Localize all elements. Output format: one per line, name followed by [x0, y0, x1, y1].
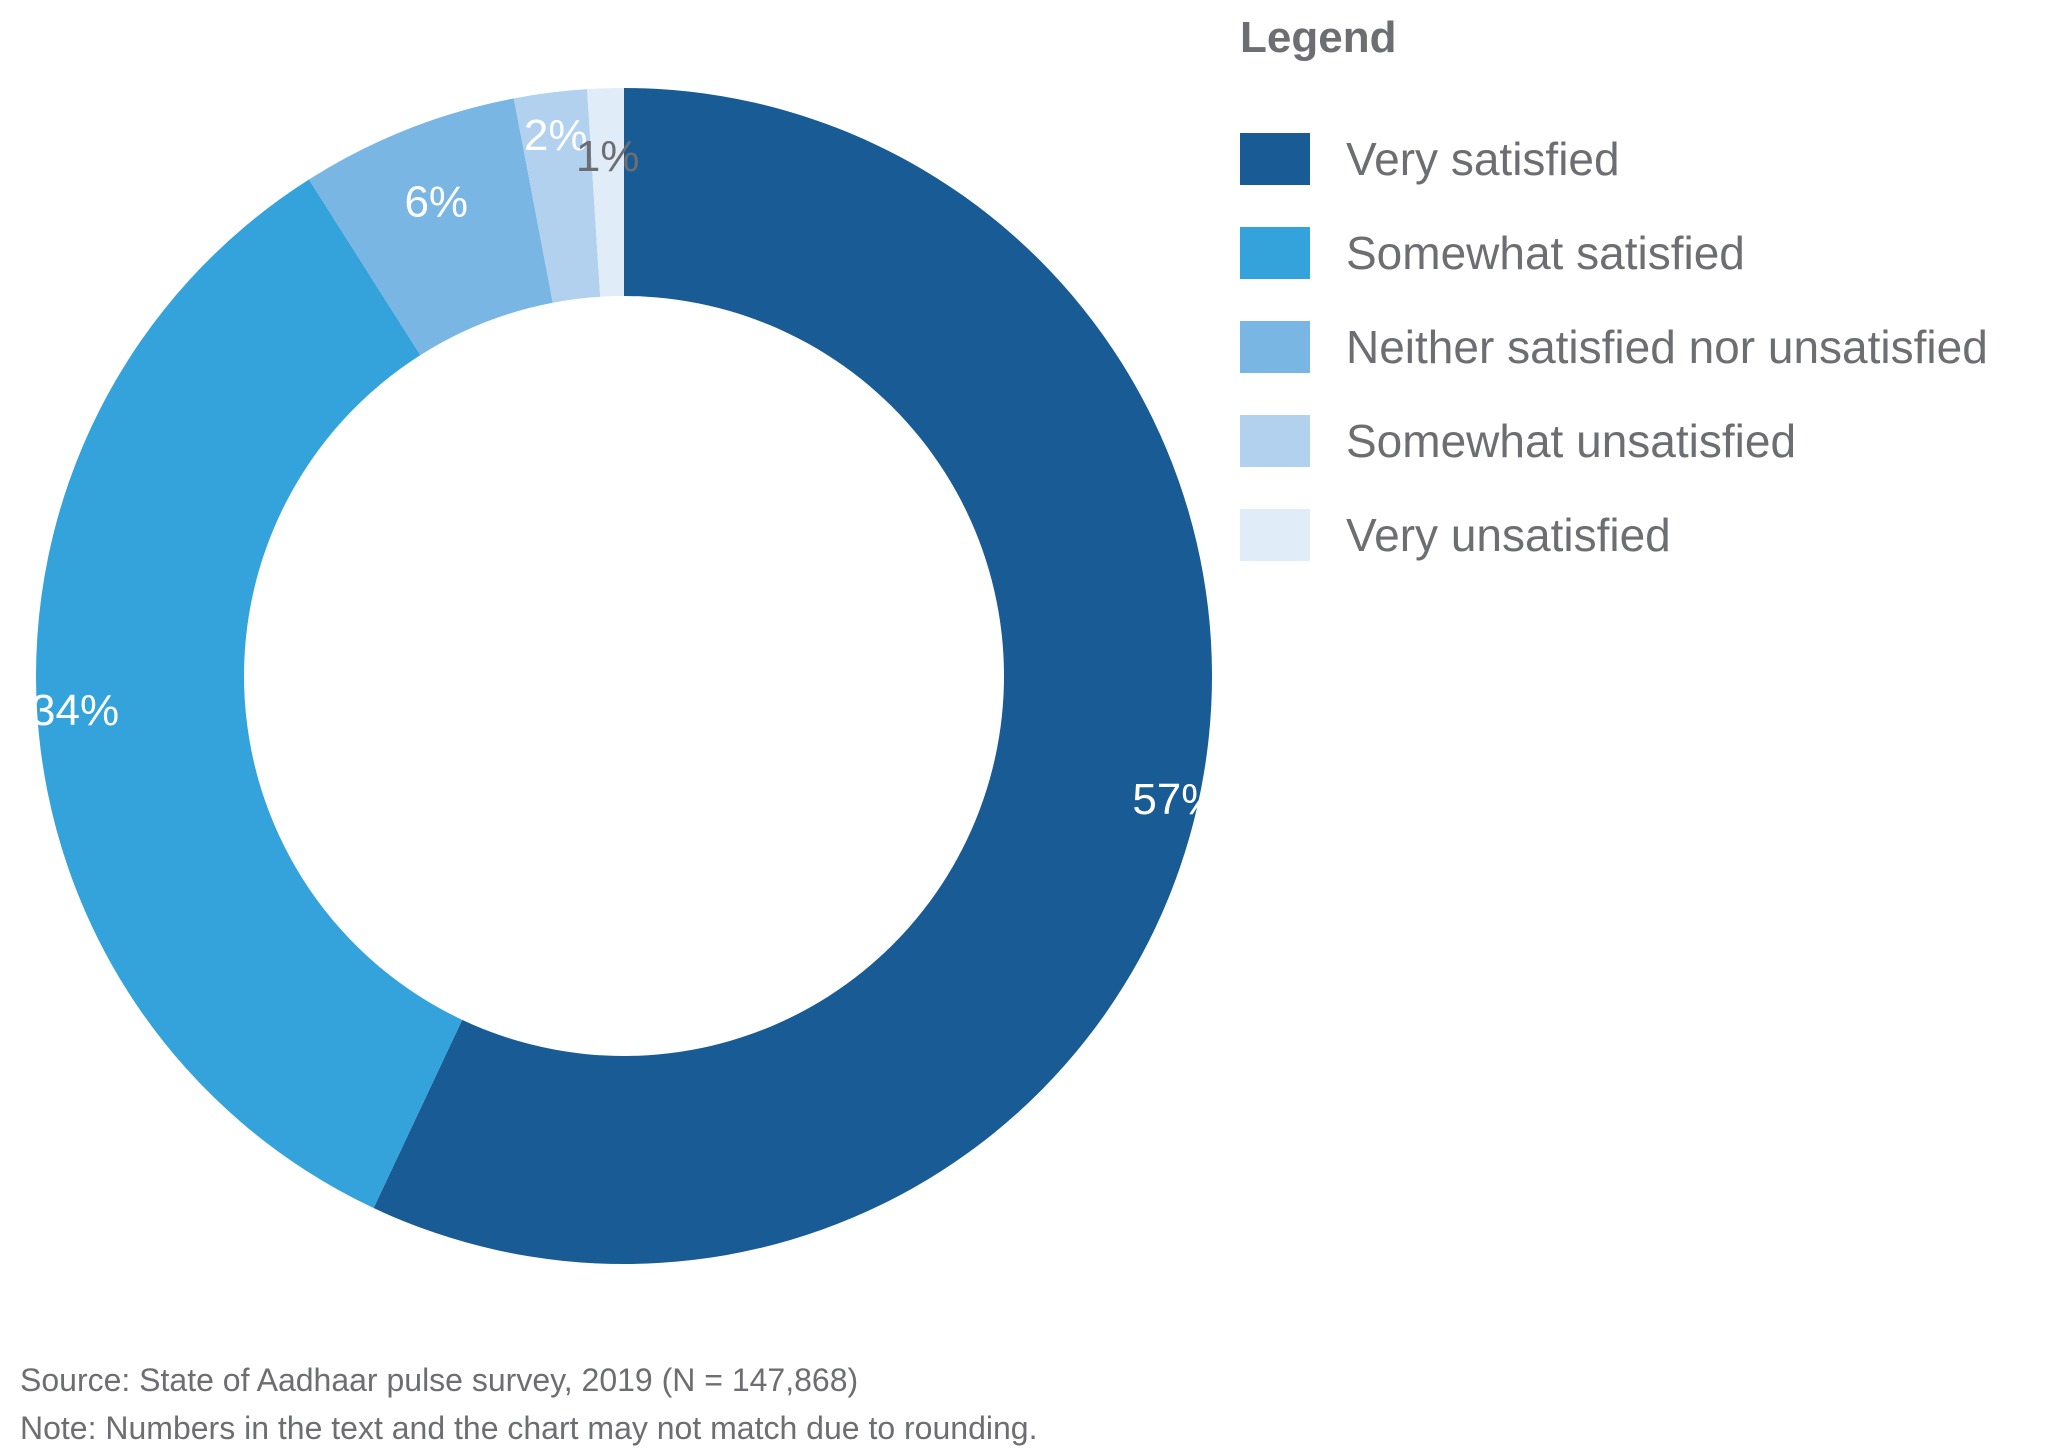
slice-very-satisfied — [373, 88, 1212, 1264]
slice-neither-satisfied-nor-unsatisfied — [308, 98, 553, 356]
legend-label: Somewhat unsatisfied — [1346, 415, 1797, 467]
legend: Legend Very satisfied Somewhat satisfied N… — [1240, 8, 2040, 582]
slice-label-somewhat-satisfied: 34% — [31, 686, 119, 735]
legend-label: Neither satisfied nor unsatisfied — [1346, 321, 1988, 373]
legend-label: Somewhat satisfied — [1346, 227, 1745, 279]
legend-swatch — [1240, 415, 1310, 467]
slice-label-very-satisfied: 57% — [1132, 775, 1220, 824]
slice-somewhat-unsatisfied — [513, 89, 601, 303]
legend-item-neither-satisfied-nor-unsatisfied: Neither satisfied nor unsatisfied — [1240, 300, 2040, 394]
donut-slices — [35, 88, 1212, 1264]
legend-swatch — [1240, 321, 1310, 373]
legend-title: Legend — [1240, 13, 1397, 62]
donut-chart: 57% 34% 6% 2%1% — [31, 88, 1220, 1264]
slice-very-unsatisfied — [587, 88, 624, 297]
legend-label: Very unsatisfied — [1346, 509, 1671, 561]
legend-label: Very satisfied — [1346, 133, 1620, 185]
source-note: Source: State of Aadhaar pulse survey, 2… — [20, 1362, 859, 1398]
legend-item-very-satisfied: Very satisfied — [1240, 112, 2040, 206]
legend-item-somewhat-satisfied: Somewhat satisfied — [1240, 206, 2040, 300]
legend-item-somewhat-unsatisfied: Somewhat unsatisfied — [1240, 394, 2040, 488]
legend-items: Very satisfied Somewhat satisfied Neither … — [1240, 112, 2040, 582]
legend-swatch — [1240, 133, 1310, 185]
slice-somewhat-satisfied — [35, 179, 463, 1209]
legend-item-very-unsatisfied: Very unsatisfied — [1240, 488, 2040, 582]
slice-labels: 57% 34% 6% 2%1% — [31, 111, 1220, 824]
slice-label-neither-satisfied-nor-unsatisfied: 6% — [404, 177, 468, 226]
slice-label-very-unsatisfied: 1% — [576, 132, 640, 181]
footnotes: Source: State of Aadhaar pulse survey, 2… — [20, 1356, 1037, 1452]
slice-label-somewhat-unsatisfied: 2% — [524, 111, 588, 160]
legend-swatch — [1240, 227, 1310, 279]
rounding-note: Note: Numbers in the text and the chart … — [20, 1410, 1038, 1446]
legend-swatch — [1240, 509, 1310, 561]
